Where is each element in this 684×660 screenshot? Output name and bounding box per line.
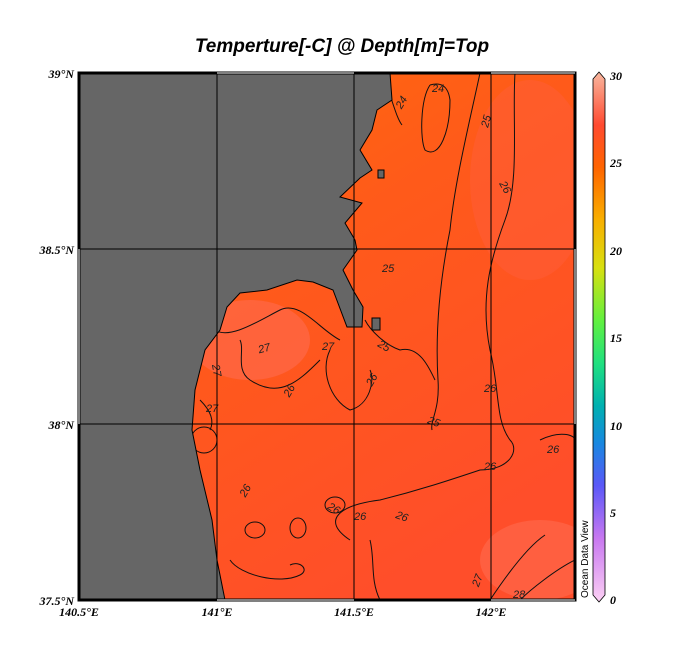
svg-text:27: 27 [209,362,223,378]
svg-text:26: 26 [483,461,497,473]
svg-text:27: 27 [321,341,335,353]
colorbar [592,71,606,603]
svg-text:38.5°N: 38.5°N [39,243,76,257]
svg-text:25: 25 [381,263,395,275]
svg-text:28: 28 [512,589,526,601]
contour-labels: 24 24 25 25 25 25 26 26 26 26 26 26 26 2… [205,83,560,601]
svg-text:141°E: 141°E [202,605,233,619]
svg-text:26: 26 [353,511,367,523]
svg-text:26: 26 [393,509,410,525]
svg-text:5: 5 [610,506,616,520]
svg-text:26: 26 [483,383,497,395]
svg-text:24: 24 [431,83,444,95]
svg-text:24: 24 [393,94,410,111]
svg-text:27: 27 [470,572,486,589]
svg-text:39°N: 39°N [48,67,76,81]
svg-text:0: 0 [610,593,616,607]
svg-text:25: 25 [609,156,622,170]
watermark: Ocean Data View [580,520,591,598]
svg-text:142°E: 142°E [476,605,507,619]
svg-text:141.5°E: 141.5°E [334,605,374,619]
svg-text:10: 10 [610,419,622,433]
lon-tick-labels: 140.5°E 141°E 141.5°E 142°E [59,605,506,619]
svg-text:20: 20 [609,244,622,258]
contour-lines [190,73,575,600]
svg-text:27: 27 [205,403,219,415]
svg-text:30: 30 [609,69,622,83]
lat-tick-labels: 39°N 38.5°N 38°N 37.5°N [39,67,76,608]
svg-text:15: 15 [610,331,622,345]
svg-text:140.5°E: 140.5°E [59,605,99,619]
svg-text:26: 26 [546,444,560,456]
svg-text:38°N: 38°N [48,418,76,432]
plot-title: Temperture[-C] @ Depth[m]=Top [194,36,490,57]
svg-text:27: 27 [256,341,273,356]
svg-text:25: 25 [479,113,494,130]
svg-text:37.5°N: 37.5°N [39,594,76,608]
graticule [79,73,575,600]
colorbar-tick-labels: 30 25 20 15 10 5 0 [609,69,622,607]
svg-text:25: 25 [425,414,442,430]
